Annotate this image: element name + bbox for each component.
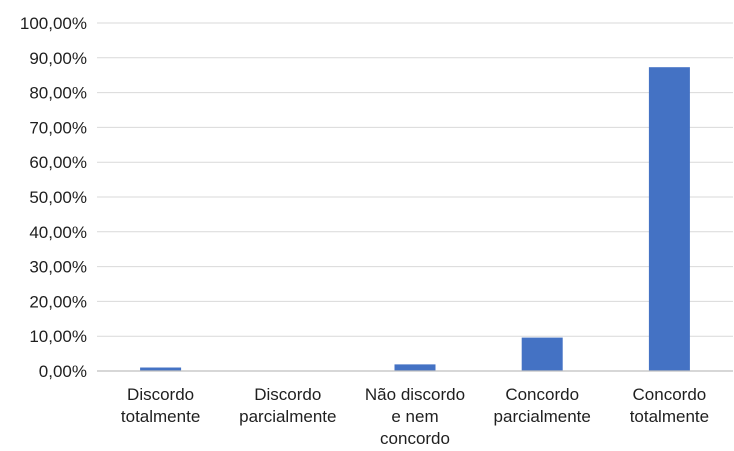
x-tick-label: Discordo totalmente bbox=[121, 385, 200, 426]
x-tick-label: Concordo parcialmente bbox=[494, 385, 591, 426]
bar bbox=[394, 364, 436, 371]
x-tick-label-line: parcialmente bbox=[494, 407, 591, 426]
y-tick-label: 100,00% bbox=[20, 14, 87, 33]
x-tick-label-line: e nem bbox=[391, 407, 438, 426]
y-tick-label: 60,00% bbox=[29, 153, 87, 172]
x-tick-label-line: Discordo bbox=[254, 385, 321, 404]
y-tick-label: 80,00% bbox=[29, 84, 87, 103]
bar bbox=[648, 67, 690, 372]
y-tick-label: 10,00% bbox=[29, 327, 87, 346]
bar bbox=[140, 367, 182, 371]
x-tick-label-line: Concordo bbox=[505, 385, 579, 404]
x-tick-label-line: parcialmente bbox=[239, 407, 336, 426]
y-tick-label: 20,00% bbox=[29, 292, 87, 311]
x-tick-label-line: Discordo bbox=[127, 385, 194, 404]
y-tick-label: 50,00% bbox=[29, 188, 87, 207]
y-tick-label: 30,00% bbox=[29, 258, 87, 277]
y-axis-tick-labels: 0,00% 10,00% 20,00% 30,00% 40,00% 50,00% 60,00… bbox=[20, 14, 87, 381]
x-tick-label-line: Não discordo bbox=[365, 385, 465, 404]
bars bbox=[140, 67, 690, 372]
x-tick-label-line: totalmente bbox=[630, 407, 709, 426]
x-tick-label: Não discordo e nem concordo bbox=[365, 385, 465, 446]
bar bbox=[521, 337, 563, 371]
x-tick-label-line: Concordo bbox=[633, 385, 707, 404]
y-tick-label: 70,00% bbox=[29, 118, 87, 137]
y-tick-label: 40,00% bbox=[29, 223, 87, 242]
x-tick-label: Concordo totalmente bbox=[630, 385, 709, 426]
y-tick-label: 0,00% bbox=[39, 362, 87, 381]
x-tick-label-line: concordo bbox=[380, 429, 450, 446]
x-tick-label-line: totalmente bbox=[121, 407, 200, 426]
x-axis-tick-labels: Discordo totalmente Discordo parcialmente Nã… bbox=[121, 385, 709, 448]
gridlines bbox=[97, 22, 733, 337]
x-tick-label: Discordo parcialmente bbox=[239, 385, 336, 426]
y-tick-label: 90,00% bbox=[29, 49, 87, 68]
